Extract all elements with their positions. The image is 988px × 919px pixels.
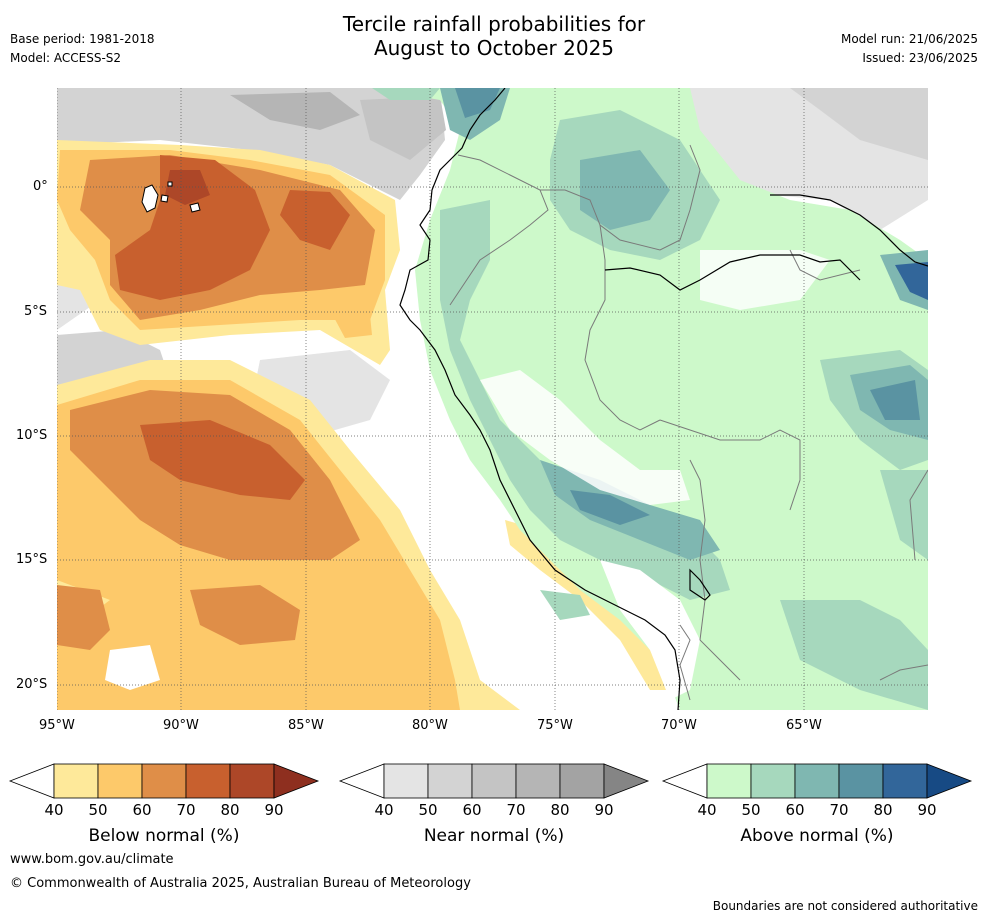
below-normal-segment: [229, 763, 275, 799]
lat-label-20s: 20°S: [16, 677, 48, 692]
title-line-1: Tercile rainfall probabilities for: [342, 12, 646, 36]
above-normal-segment: [882, 763, 928, 799]
above-normal-tick-label: 60: [785, 801, 805, 819]
near-normal-under-triangle: [338, 763, 385, 799]
lon-label-70w: 70°W: [661, 718, 697, 733]
near-normal-segment: [515, 763, 561, 799]
above-normal-segment: [706, 763, 752, 799]
above-normal-tick-label: 90: [917, 801, 937, 819]
near-normal-segment: [471, 763, 517, 799]
below-normal-tick-label: 90: [264, 801, 284, 819]
near-normal-segment: [427, 763, 473, 799]
lon-label-95w: 95°W: [39, 718, 75, 733]
below-normal-tick-label: 40: [44, 801, 64, 819]
near-normal-over-triangle: [603, 763, 650, 799]
footer-url: www.bom.gov.au/climate: [10, 852, 174, 867]
below-normal-under-triangle: [8, 763, 55, 799]
lat-label-15s: 15°S: [16, 552, 48, 567]
meta-left: Base period: 1981-2018 Model: ACCESS-S2: [10, 32, 155, 70]
near-normal-segment: [383, 763, 429, 799]
footer-copyright: © Commonwealth of Australia 2025, Austra…: [10, 876, 471, 891]
above-normal-segment: [750, 763, 796, 799]
lon-label-65w: 65°W: [786, 718, 822, 733]
below-normal-over-triangle: [273, 763, 320, 799]
grid-lines: [57, 88, 928, 710]
lat-label-5s: 5°S: [24, 304, 48, 319]
above-normal-tick-label: 50: [741, 801, 761, 819]
above-normal-zones: [372, 88, 928, 710]
near-normal-tick-label: 90: [594, 801, 614, 819]
near-normal-colorbar: [338, 763, 650, 799]
meta-right: Model run: 21/06/2025 Issued: 23/06/2025: [841, 32, 978, 70]
above-normal-segment: [838, 763, 884, 799]
footer-disclaimer: Boundaries are not considered authoritat…: [712, 899, 978, 913]
lat-label-10s: 10°S: [16, 428, 48, 443]
base-period: Base period: 1981-2018: [10, 32, 155, 46]
near-normal-tick-label: 40: [374, 801, 394, 819]
below-normal-colorbar: [8, 763, 320, 799]
below-normal-colorbar-title: Below normal (%): [88, 826, 240, 846]
below-normal-segment: [53, 763, 99, 799]
lon-label-90w: 90°W: [163, 718, 199, 733]
above-normal-tick-label: 70: [829, 801, 849, 819]
above-normal-colorbar: [661, 763, 973, 799]
title-line-2: August to October 2025: [373, 36, 615, 60]
above-normal-under-triangle: [661, 763, 708, 799]
below-normal-tick-label: 80: [220, 801, 240, 819]
coastline: [399, 88, 928, 710]
below-normal-segment: [141, 763, 187, 799]
model-name: Model: ACCESS-S2: [10, 51, 122, 65]
below-normal-tick-label: 70: [176, 801, 196, 819]
below-normal-segment: [97, 763, 143, 799]
above-normal-colorbar-title: Above normal (%): [740, 826, 894, 846]
colorbars: [8, 763, 973, 799]
lon-label-75w: 75°W: [537, 718, 573, 733]
near-normal-colorbar-title: Near normal (%): [423, 826, 565, 846]
lon-label-80w: 80°W: [412, 718, 448, 733]
map-title: Tercile rainfall probabilities for Augus…: [0, 12, 988, 60]
near-normal-tick-label: 60: [462, 801, 482, 819]
near-normal-tick-label: 50: [418, 801, 438, 819]
above-normal-over-triangle: [926, 763, 973, 799]
near-normal-tick-label: 70: [506, 801, 526, 819]
below-normal-segment: [185, 763, 231, 799]
below-normal-tick-label: 50: [88, 801, 108, 819]
lat-label-0: 0°: [33, 179, 48, 194]
below-normal-tick-label: 60: [132, 801, 152, 819]
country-borders: [449, 144, 928, 701]
above-normal-segment: [794, 763, 840, 799]
map-area: [57, 88, 928, 710]
lon-label-85w: 85°W: [288, 718, 324, 733]
near-normal-tick-label: 80: [550, 801, 570, 819]
above-normal-tick-label: 40: [697, 801, 717, 819]
above-normal-tick-label: 80: [873, 801, 893, 819]
below-normal-zones: [57, 140, 800, 710]
issued-date: Issued: 23/06/2025: [862, 51, 978, 65]
model-run: Model run: 21/06/2025: [840, 32, 978, 46]
galapagos-islands: [141, 181, 201, 213]
near-normal-segment: [559, 763, 605, 799]
